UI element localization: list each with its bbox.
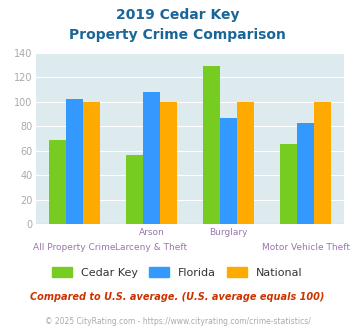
Bar [66, 99, 83, 224]
Bar [297, 123, 314, 224]
Text: Compared to U.S. average. (U.S. average equals 100): Compared to U.S. average. (U.S. average … [30, 292, 325, 302]
Text: © 2025 CityRating.com - https://www.cityrating.com/crime-statistics/: © 2025 CityRating.com - https://www.city… [45, 317, 310, 326]
Bar [203, 66, 220, 224]
Text: Larceny & Theft: Larceny & Theft [115, 243, 187, 251]
Text: 2019 Cedar Key: 2019 Cedar Key [116, 8, 239, 22]
Text: Property Crime Comparison: Property Crime Comparison [69, 28, 286, 42]
Legend: Cedar Key, Florida, National: Cedar Key, Florida, National [48, 263, 307, 282]
Bar [314, 102, 331, 224]
Text: Motor Vehicle Theft: Motor Vehicle Theft [262, 243, 350, 251]
Text: Burglary: Burglary [209, 228, 248, 237]
Text: Arson: Arson [138, 228, 164, 237]
Bar [160, 102, 177, 224]
Bar [126, 154, 143, 224]
Bar [280, 144, 297, 224]
Bar [237, 102, 254, 224]
Bar [83, 102, 100, 224]
Bar [49, 140, 66, 224]
Bar [143, 92, 160, 224]
Text: All Property Crime: All Property Crime [33, 243, 115, 251]
Bar [220, 118, 237, 224]
